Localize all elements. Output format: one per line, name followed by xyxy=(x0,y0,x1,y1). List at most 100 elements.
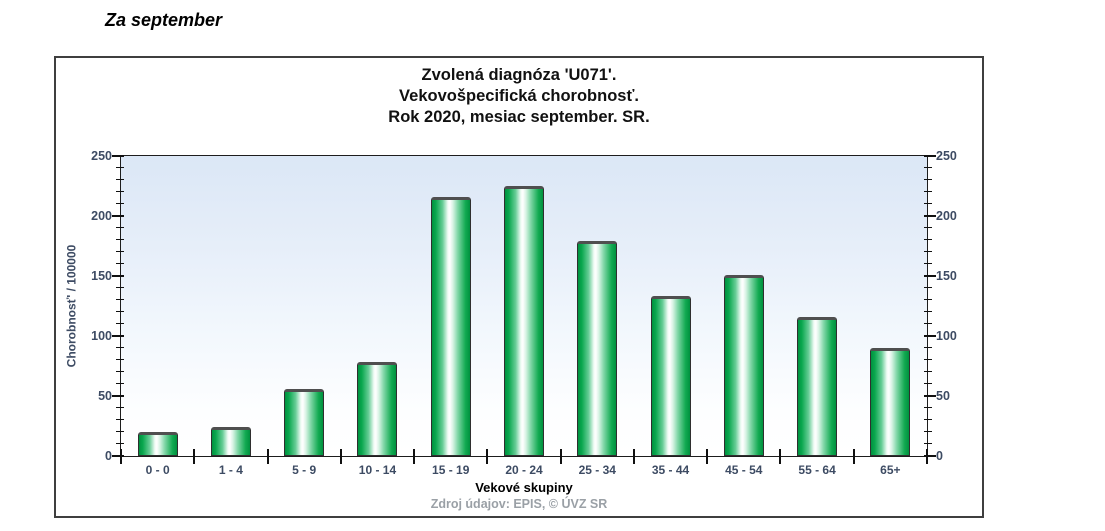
y-tick-right xyxy=(924,371,932,372)
x-tick-label: 10 - 14 xyxy=(358,463,397,477)
y-tick-label-right: 250 xyxy=(936,149,957,163)
bar-15-19 xyxy=(430,197,471,456)
y-tick-right xyxy=(924,359,932,360)
y-tick-left xyxy=(116,311,124,312)
x-tick xyxy=(852,449,855,464)
y-tick-left xyxy=(116,359,124,360)
x-tick-label: 55 - 64 xyxy=(798,463,836,477)
x-tick-label: 35 - 44 xyxy=(651,463,690,477)
y-tick-left xyxy=(116,371,124,372)
bar-25-34 xyxy=(577,241,618,456)
y-tick-label-right: 150 xyxy=(936,269,957,283)
y-tick-right xyxy=(924,299,932,300)
x-tick-label: 1 - 4 xyxy=(218,463,243,477)
y-tick-right xyxy=(924,347,932,348)
x-tick xyxy=(339,449,342,464)
y-tick-left xyxy=(116,251,124,252)
bar-0-0 xyxy=(137,432,178,456)
x-tick xyxy=(779,449,782,464)
y-tick-left xyxy=(112,335,124,337)
y-tick-right xyxy=(924,383,932,384)
x-tick xyxy=(706,449,709,464)
x-tick xyxy=(926,449,928,464)
x-tick-label: 0 - 0 xyxy=(145,463,170,477)
y-tick-right xyxy=(924,455,936,457)
y-tick-left xyxy=(116,179,124,180)
y-tick-left xyxy=(116,299,124,300)
x-axis-title: Vekové skupiny xyxy=(475,480,573,495)
x-tick xyxy=(120,449,122,464)
x-tick xyxy=(266,449,269,464)
y-tick-label-right: 0 xyxy=(936,449,943,463)
y-tick-right xyxy=(924,263,932,264)
y-tick-right xyxy=(924,443,932,444)
y-tick-right xyxy=(924,287,932,288)
bar-65+ xyxy=(870,348,911,456)
y-tick-left xyxy=(116,287,124,288)
y-tick-right xyxy=(924,395,936,397)
y-tick-left xyxy=(116,419,124,420)
x-tick-label: 65+ xyxy=(880,463,901,477)
y-tick-right xyxy=(924,155,936,157)
y-tick-label-right: 200 xyxy=(936,209,957,223)
y-tick-left xyxy=(116,239,124,240)
y-tick-right xyxy=(924,407,932,408)
plot-area xyxy=(120,155,928,457)
y-axis-title: Chorobnosť' / 100000 xyxy=(58,155,84,457)
bar-45-54 xyxy=(723,275,764,456)
report-heading: Za september xyxy=(105,10,223,30)
x-tick xyxy=(559,449,562,464)
y-tick-left xyxy=(116,383,124,384)
y-tick-right xyxy=(924,335,936,337)
bar-55-64 xyxy=(797,317,838,456)
bar-20-24 xyxy=(504,186,544,456)
y-tick-right xyxy=(924,191,932,192)
chart-title-line-2: Vekovošpecifická chorobnosť. xyxy=(399,87,639,105)
y-tick-right xyxy=(924,275,936,277)
y-tick-right xyxy=(924,323,932,324)
y-tick-right xyxy=(924,239,932,240)
chart-panel: Zvolená diagnóza 'U071'. Vekovošpecifick… xyxy=(54,56,984,518)
y-tick-left xyxy=(116,203,124,204)
y-tick-label-left: 100 xyxy=(91,329,112,343)
y-tick-right xyxy=(924,179,932,180)
x-tick-label: 25 - 34 xyxy=(578,463,616,477)
y-tick-label-right: 50 xyxy=(936,389,950,403)
x-tick xyxy=(632,449,635,464)
y-tick-right xyxy=(924,251,932,252)
y-tick-left xyxy=(112,275,124,277)
y-tick-label-left: 150 xyxy=(91,269,112,283)
y-tick-right xyxy=(924,311,932,312)
y-tick-label-left: 0 xyxy=(105,449,112,463)
y-tick-left xyxy=(112,455,124,457)
y-tick-right xyxy=(924,419,932,420)
y-tick-left xyxy=(116,227,124,228)
y-tick-left xyxy=(112,155,124,157)
y-tick-left xyxy=(112,215,124,217)
y-axis-title-text: Chorobnosť' / 100000 xyxy=(64,244,79,368)
y-tick-label-left: 50 xyxy=(98,389,112,403)
y-tick-right xyxy=(924,227,932,228)
y-tick-left xyxy=(116,443,124,444)
x-tick-label: 45 - 54 xyxy=(725,463,763,477)
bar-10-14 xyxy=(357,362,398,456)
y-tick-right xyxy=(924,431,932,432)
y-tick-label-left: 250 xyxy=(91,149,112,163)
x-tick-label: 5 - 9 xyxy=(292,463,317,477)
y-tick-left xyxy=(116,347,124,348)
y-tick-label-left: 200 xyxy=(91,209,112,223)
y-tick-left xyxy=(116,407,124,408)
chart-title-line-1: Zvolená diagnóza 'U071'. xyxy=(421,66,617,84)
y-tick-left xyxy=(112,395,124,397)
x-tick xyxy=(486,449,489,464)
bar-5-9 xyxy=(284,389,325,456)
x-tick-label: 15 - 19 xyxy=(432,463,470,477)
y-tick-left xyxy=(116,431,124,432)
chart-title: Zvolená diagnóza 'U071'. Vekovošpecifick… xyxy=(56,65,982,128)
y-tick-left xyxy=(116,167,124,168)
y-tick-left xyxy=(116,191,124,192)
x-tick xyxy=(193,449,196,464)
x-tick xyxy=(413,449,416,464)
source-note: Zdroj údajov: EPIS, © ÚVZ SR xyxy=(430,497,608,511)
